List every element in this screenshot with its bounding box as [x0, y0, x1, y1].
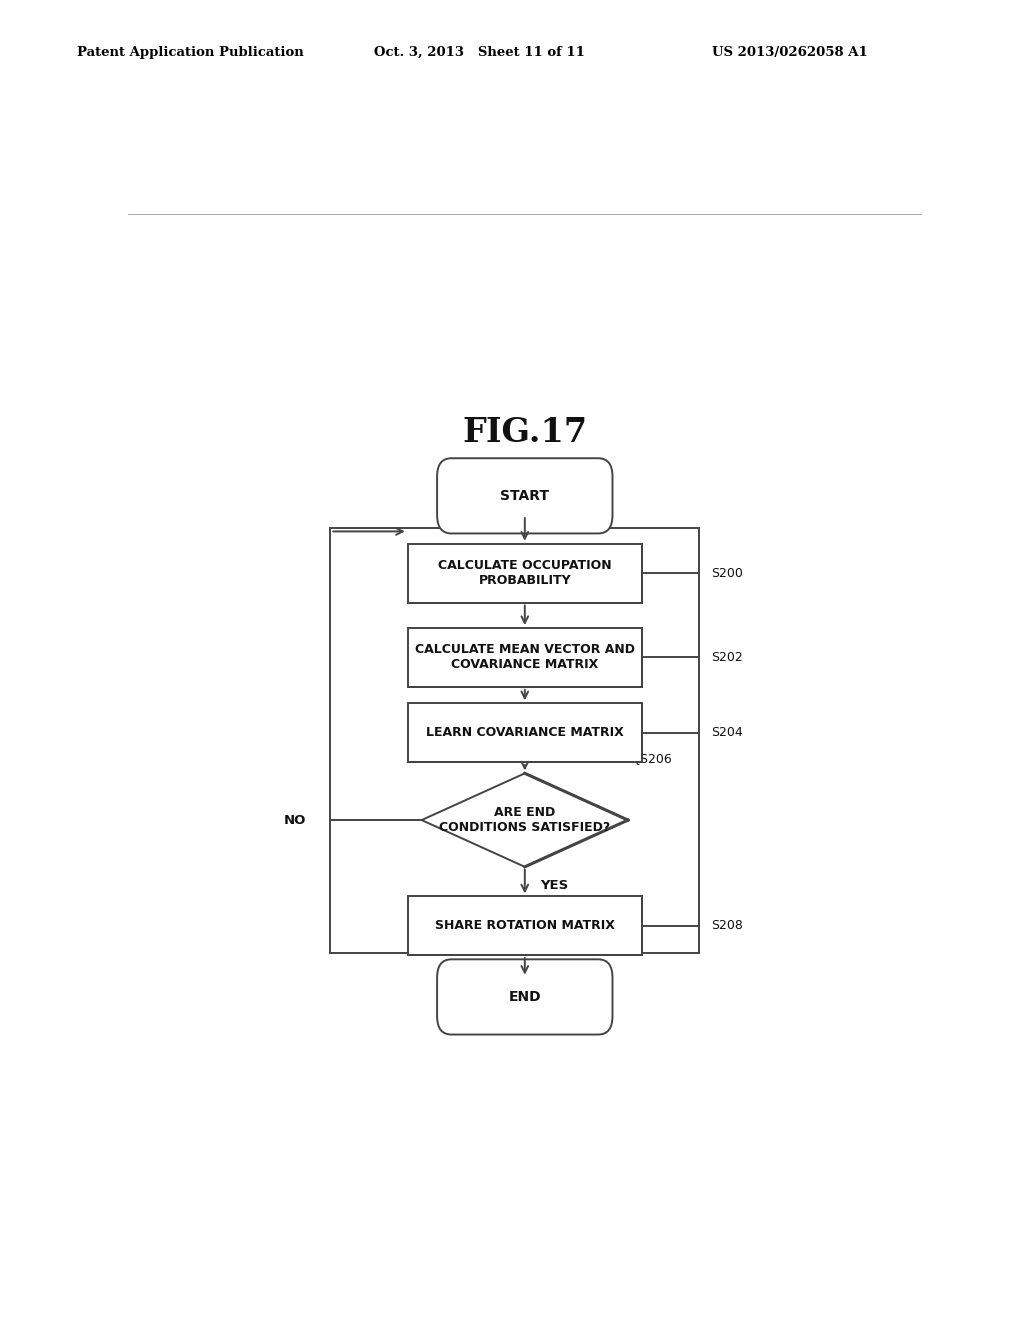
Text: NO: NO — [285, 813, 306, 826]
Text: LEARN COVARIANCE MATRIX: LEARN COVARIANCE MATRIX — [426, 726, 624, 739]
Text: SHARE ROTATION MATRIX: SHARE ROTATION MATRIX — [435, 919, 614, 932]
Bar — [408, 704, 642, 762]
Text: CALCULATE MEAN VECTOR AND
COVARIANCE MATRIX: CALCULATE MEAN VECTOR AND COVARIANCE MAT… — [415, 643, 635, 672]
Text: ARE END
CONDITIONS SATISFIED?: ARE END CONDITIONS SATISFIED? — [439, 807, 610, 834]
Text: START: START — [501, 488, 549, 503]
Bar — [408, 628, 642, 686]
Text: YES: YES — [541, 879, 569, 892]
Bar — [408, 896, 642, 956]
Text: FIG.17: FIG.17 — [462, 416, 588, 449]
Text: S204: S204 — [712, 726, 743, 739]
Text: {S206: {S206 — [632, 752, 672, 766]
Text: Oct. 3, 2013   Sheet 11 of 11: Oct. 3, 2013 Sheet 11 of 11 — [374, 46, 585, 59]
FancyBboxPatch shape — [437, 960, 612, 1035]
Text: S208: S208 — [712, 919, 743, 932]
Text: CALCULATE OCCUPATION
PROBABILITY: CALCULATE OCCUPATION PROBABILITY — [438, 560, 611, 587]
Text: US 2013/0262058 A1: US 2013/0262058 A1 — [712, 46, 867, 59]
Bar — [331, 528, 699, 953]
Bar — [408, 544, 642, 602]
Text: S202: S202 — [712, 651, 743, 664]
Text: S200: S200 — [712, 566, 743, 579]
Text: Patent Application Publication: Patent Application Publication — [77, 46, 303, 59]
Text: END: END — [509, 990, 541, 1005]
Polygon shape — [422, 774, 628, 867]
FancyBboxPatch shape — [437, 458, 612, 533]
